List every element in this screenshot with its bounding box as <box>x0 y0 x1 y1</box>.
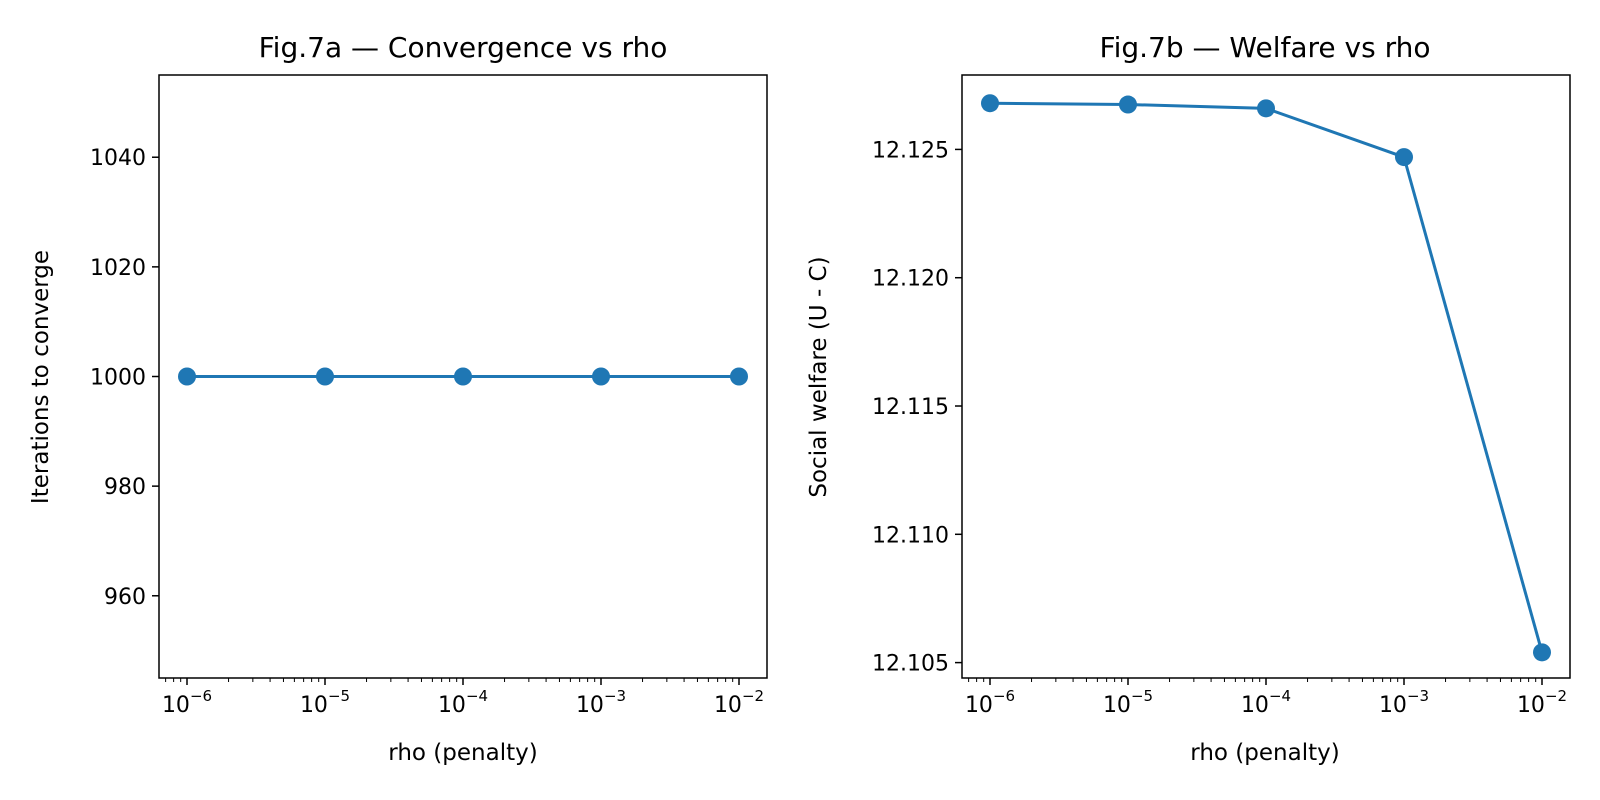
data-point <box>1395 148 1413 167</box>
y-axis-label: Social welfare (U - C) <box>806 256 832 497</box>
x-tick-exponent: −4 <box>466 687 488 705</box>
y-tick-label: 12.105 <box>872 652 949 677</box>
x-ticks: 10−6 10−5 10−4 10−3 10−2 <box>162 678 764 718</box>
data-point <box>1533 643 1551 662</box>
series-iterations <box>178 367 748 386</box>
x-tick-label: 10−5 <box>1103 687 1153 718</box>
x-tick-base: 10 <box>162 693 190 718</box>
y-ticks: 960 980 1000 1020 1040 <box>90 146 159 610</box>
x-tick-base: 10 <box>576 693 604 718</box>
chart-panel-welfare: Fig.7b — Welfare vs rho rho (penalty) So… <box>806 31 1571 766</box>
x-tick-exponent: −3 <box>1407 687 1429 705</box>
y-tick-label: 12.115 <box>872 395 949 420</box>
y-ticks: 12.105 12.110 12.115 12.120 12.125 <box>872 138 962 677</box>
x-tick-base: 10 <box>300 693 328 718</box>
x-tick-exponent: −2 <box>1545 687 1567 705</box>
chart-panel-convergence: Fig.7a — Convergence vs rho rho (penalty… <box>28 31 768 766</box>
x-tick-base: 10 <box>1379 693 1407 718</box>
x-tick-label: 10−6 <box>162 687 212 718</box>
x-tick-exponent: −6 <box>993 687 1015 705</box>
x-tick-base: 10 <box>1517 693 1545 718</box>
x-axis-label: rho (penalty) <box>1190 740 1339 766</box>
x-tick-label: 10−4 <box>438 687 488 718</box>
x-tick-base: 10 <box>1103 693 1131 718</box>
x-tick-base: 10 <box>965 693 993 718</box>
x-tick-base: 10 <box>714 693 742 718</box>
x-tick-exponent: −5 <box>1131 687 1153 705</box>
x-ticks: 10−6 10−5 10−4 10−3 10−2 <box>965 678 1567 718</box>
x-tick-base: 10 <box>1241 693 1269 718</box>
y-tick-label: 1020 <box>90 256 146 281</box>
x-tick-exponent: −5 <box>328 687 350 705</box>
y-tick-label: 12.110 <box>872 523 949 548</box>
data-point <box>981 94 999 113</box>
x-tick-label: 10−6 <box>965 687 1015 718</box>
x-tick-label: 10−3 <box>1379 687 1429 718</box>
data-point <box>454 367 472 386</box>
y-tick-label: 1040 <box>90 146 146 171</box>
y-tick-label: 12.125 <box>872 138 949 163</box>
x-tick-exponent: −3 <box>604 687 626 705</box>
x-tick-base: 10 <box>438 693 466 718</box>
data-point <box>1119 95 1137 114</box>
x-tick-label: 10−4 <box>1241 687 1291 718</box>
data-point <box>592 367 610 386</box>
y-axis-label: Iterations to converge <box>28 250 54 504</box>
chart-title: Fig.7a — Convergence vs rho <box>259 31 668 64</box>
data-point <box>730 367 748 386</box>
plot-frame <box>961 74 1571 679</box>
x-tick-label: 10−5 <box>300 687 350 718</box>
y-tick-label: 12.120 <box>872 267 949 292</box>
x-tick-exponent: −4 <box>1269 687 1291 705</box>
series-welfare <box>981 94 1551 662</box>
x-tick-label: 10−2 <box>1517 687 1567 718</box>
data-point <box>178 367 196 386</box>
data-point <box>1257 99 1275 118</box>
chart-title: Fig.7b — Welfare vs rho <box>1100 31 1431 64</box>
x-tick-label: 10−3 <box>576 687 626 718</box>
y-tick-label: 980 <box>104 475 146 500</box>
y-tick-label: 1000 <box>90 366 146 391</box>
x-axis-label: rho (penalty) <box>388 740 537 766</box>
y-tick-label: 960 <box>104 585 146 610</box>
x-tick-exponent: −6 <box>190 687 212 705</box>
series-line <box>989 101 1544 653</box>
x-tick-exponent: −2 <box>742 687 764 705</box>
data-point <box>316 367 334 386</box>
x-tick-label: 10−2 <box>714 687 764 718</box>
